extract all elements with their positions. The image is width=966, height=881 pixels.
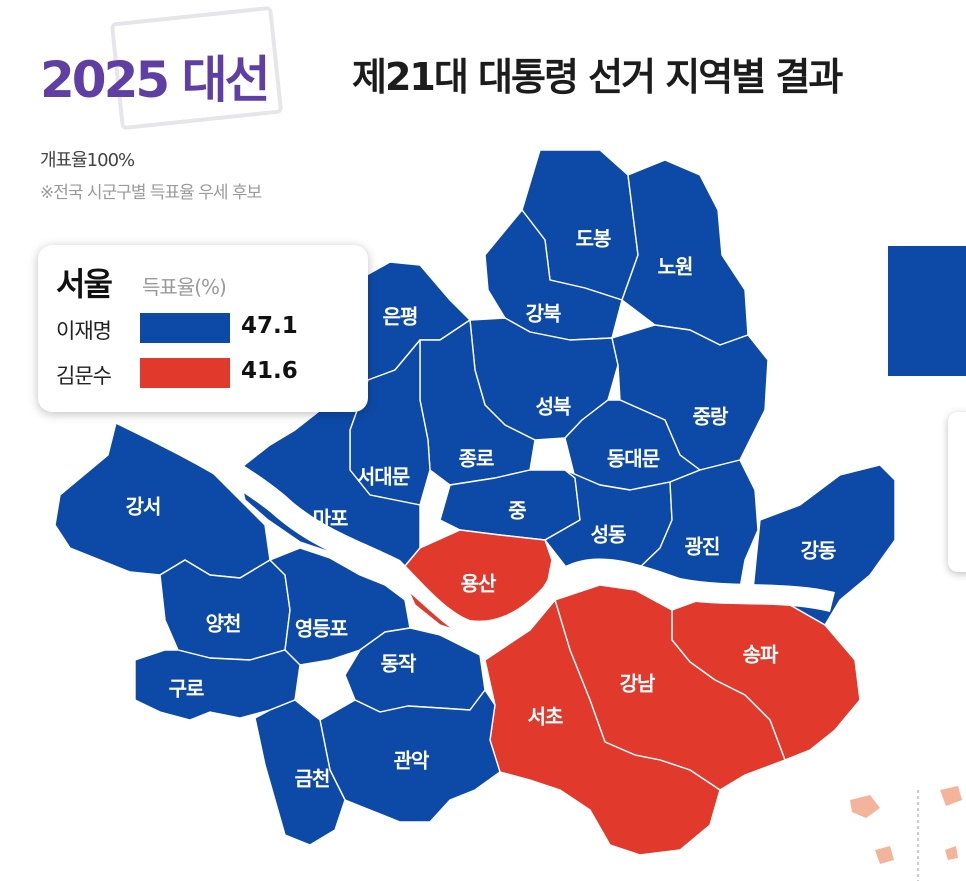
district-label: 용산 [461, 572, 497, 596]
district-label: 강서 [126, 495, 161, 519]
legend-region: 서울 [56, 265, 113, 303]
district-label: 양천 [206, 612, 241, 636]
district-seocho [484, 599, 721, 856]
candidate-name: 이재명 [56, 319, 112, 343]
district-label: 서초 [528, 705, 563, 729]
district-mapo [237, 379, 421, 573]
district-label: 동작 [381, 652, 417, 676]
district-gwanak [319, 689, 501, 823]
district-label: 금천 [295, 767, 330, 791]
candidate-name: 김문수 [56, 364, 112, 388]
district-label: 영등포 [295, 617, 348, 641]
district-label: 구로 [169, 677, 204, 701]
adjacent-region-box [888, 246, 966, 376]
district-label: 송파 [743, 643, 779, 667]
adjacent-info-card [948, 412, 966, 572]
legend-box: 서울 득표율(%) 이재명 47.1 김문수 41.6 [38, 245, 368, 412]
footnote: ※전국 시군구별 득표율 우세 후보 [40, 183, 262, 203]
district-label: 동대문 [607, 447, 660, 471]
page-title: 제21대 대통령 선거 지역별 결과 [352, 55, 843, 99]
district-label: 관악 [394, 749, 430, 773]
district-label: 강동 [801, 539, 836, 563]
district-label: 강남 [620, 672, 656, 696]
district-label: 성북 [536, 395, 571, 419]
han-river [108, 402, 835, 642]
title-row: 2025 대선 제21대 대통령 선거 지역별 결과 [40, 5, 966, 131]
district-label: 중 [508, 499, 526, 523]
candidate-vote-share: 41.6 [241, 358, 298, 384]
district-label: 중랑 [693, 405, 729, 429]
district-label: 도봉 [576, 227, 611, 251]
legend-row: 이재명 47.1 [56, 313, 356, 343]
candidate-vote-share: 47.1 [241, 313, 298, 339]
candidate-color-swatch [140, 358, 230, 388]
district-label: 노원 [658, 255, 693, 279]
legend-row: 김문수 41.6 [56, 358, 356, 388]
candidate-color-swatch [140, 313, 230, 343]
brand-title: 2025 대선 [40, 51, 271, 109]
district-label: 서대문 [357, 465, 410, 489]
district-label: 은평 [383, 305, 418, 329]
district-geumcheon [254, 699, 346, 846]
district-label: 성동 [591, 523, 626, 547]
adjacent-map-fragments [850, 786, 962, 864]
count-rate-note: 개표율100% [40, 150, 135, 171]
district-label: 종로 [459, 447, 494, 471]
district-label: 강북 [526, 302, 561, 326]
district-label-layer: 도봉 노원 강북 은평 성북 중랑 종로 서대문 동대문 마포 중 성동 광진 … [126, 227, 837, 791]
legend-unit: 득표율(%) [142, 275, 227, 299]
district-label: 광진 [685, 535, 720, 559]
district-nowon [621, 159, 749, 346]
district-label: 마포 [313, 507, 348, 531]
